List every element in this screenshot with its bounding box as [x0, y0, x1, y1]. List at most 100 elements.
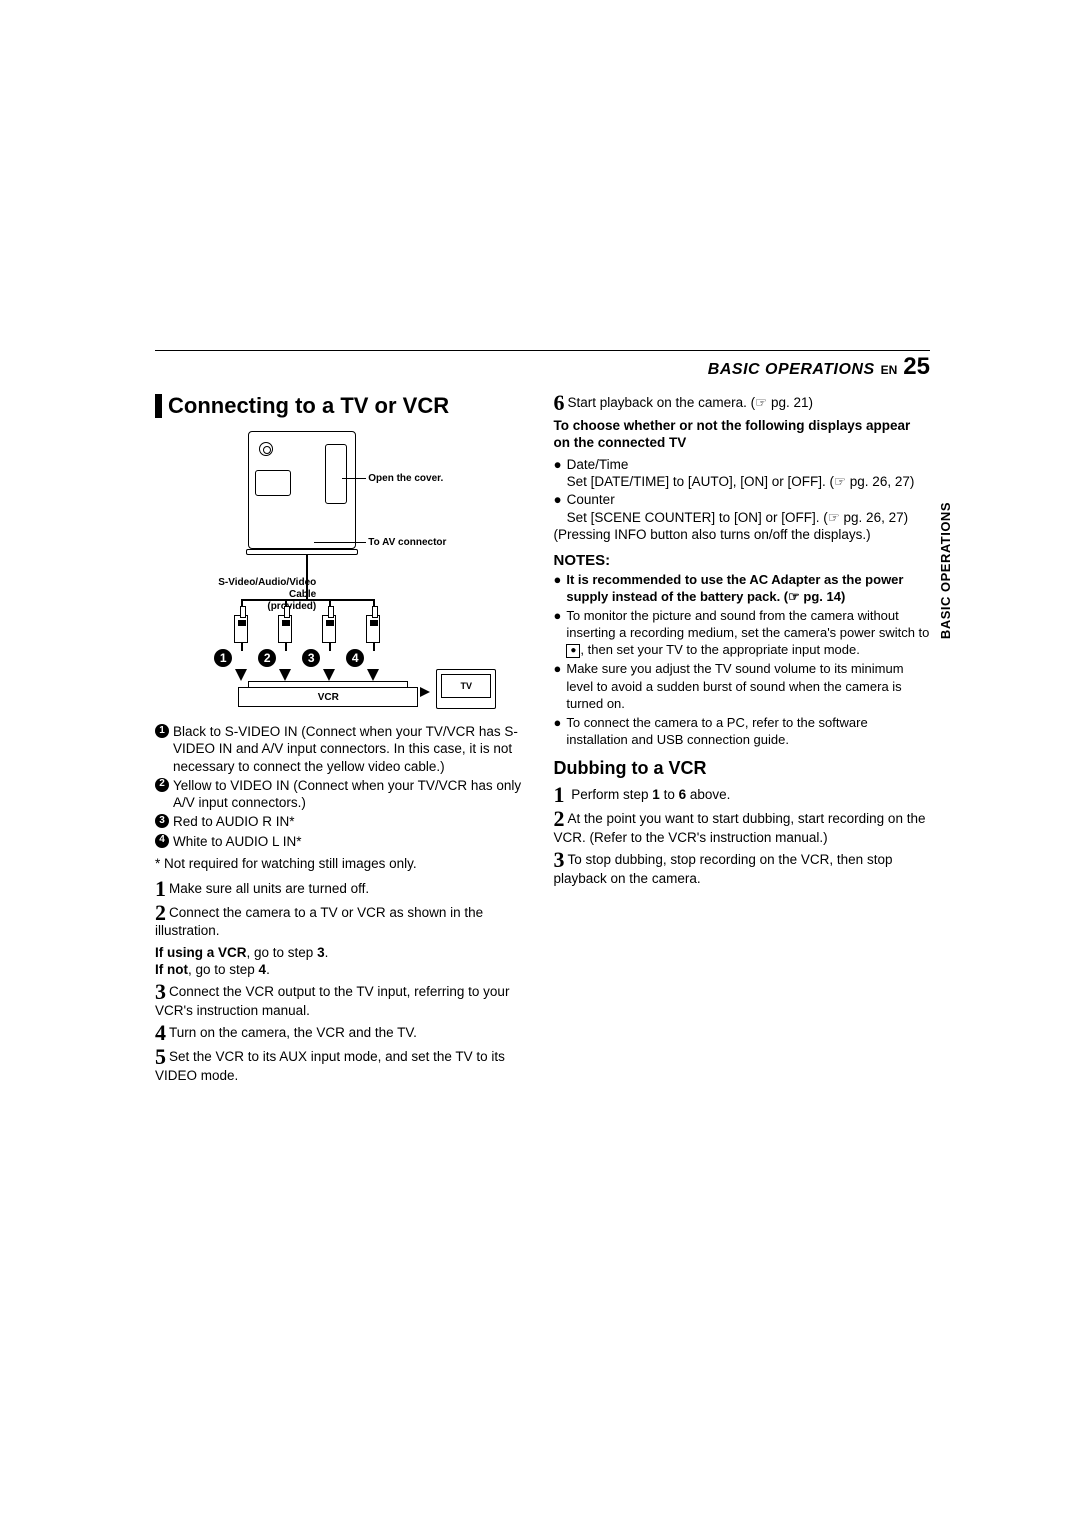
step-item: 4Turn on the camera, the VCR and the TV. — [155, 1023, 532, 1043]
list-item: ● Make sure you adjust the TV sound volu… — [554, 660, 931, 711]
legend-num-icon: 1 — [155, 724, 169, 738]
plug-icon — [234, 615, 248, 643]
side-tab: BASIC OPERATIONS — [938, 502, 953, 639]
step-item: 3To stop dubbing, stop recording on the … — [554, 850, 931, 887]
footnote: * Not required for watching still images… — [155, 856, 532, 871]
label-cable-3: (provided) — [186, 601, 316, 613]
vcr-label: VCR — [318, 692, 339, 703]
page-header: BASIC OPERATIONS EN 25 — [155, 353, 930, 381]
arrow-right-icon — [420, 687, 430, 697]
step-text: Connect the VCR output to the TV input, … — [155, 984, 509, 1018]
step-num: 6 — [554, 393, 565, 413]
step-text: To stop dubbing, stop recording on the V… — [554, 852, 893, 886]
note-text: It is recommended to use the AC Adapter … — [566, 571, 930, 605]
choice-body: Date/Time Set [DATE/TIME] to [AUTO], [ON… — [567, 456, 915, 491]
legend-text: Yellow to VIDEO IN (Connect when your TV… — [173, 777, 532, 812]
step-text: Make sure all units are turned off. — [169, 881, 369, 896]
step-item: 5Set the VCR to its AUX input mode, and … — [155, 1047, 532, 1084]
label-open-cover: Open the cover. — [368, 473, 443, 485]
legend-num-icon: 3 — [155, 814, 169, 828]
diagram-num-4: 4 — [346, 649, 364, 667]
right-column: 6Start playback on the camera. (☞ pg. 21… — [554, 393, 931, 1088]
arrow-down-icon — [235, 669, 247, 681]
arrow-down-icon — [279, 669, 291, 681]
step-item: 1 Perform step 1 to 6 above. — [554, 785, 931, 805]
notes-heading: NOTES: — [554, 552, 931, 569]
plug-icon — [366, 615, 380, 643]
bullet-icon: ● — [554, 491, 562, 526]
step-num: 2 — [155, 903, 166, 923]
left-column: Connecting to a TV or VCR Open the cover… — [155, 393, 532, 1088]
step-item: 1Make sure all units are turned off. — [155, 879, 532, 899]
label-cable-1: S-Video/Audio/Video — [186, 577, 316, 589]
step-num: 3 — [554, 850, 565, 870]
arrow-down-icon — [367, 669, 379, 681]
step-text: Start playback on the camera. (☞ pg. 21) — [568, 395, 813, 410]
diagram-num-3: 3 — [302, 649, 320, 667]
list-item: 2 Yellow to VIDEO IN (Connect when your … — [155, 777, 532, 812]
step-text: Connect the camera to a TV or VCR as sho… — [155, 905, 483, 939]
tv-box: TV — [436, 669, 496, 709]
notes-list: ● It is recommended to use the AC Adapte… — [554, 571, 931, 749]
list-item: 4 White to AUDIO L IN* — [155, 833, 532, 850]
legend-text: Red to AUDIO R IN* — [173, 813, 532, 830]
diagram-num-2: 2 — [258, 649, 276, 667]
list-item: ● To monitor the picture and sound from … — [554, 607, 931, 658]
step-item: 3Connect the VCR output to the TV input,… — [155, 982, 532, 1019]
step-num: 2 — [554, 809, 565, 829]
step-item: 2At the point you want to start dubbing,… — [554, 809, 931, 846]
label-to-av: To AV connector — [368, 537, 446, 549]
page-content: BASIC OPERATIONS EN 25 BASIC OPERATIONS … — [155, 350, 930, 1088]
bullet-icon: ● — [554, 571, 562, 605]
step-text: Turn on the camera, the VCR and the TV. — [169, 1025, 417, 1040]
list-item: ● Counter Set [SCENE COUNTER] to [ON] or… — [554, 491, 931, 526]
record-mode-icon: ● — [566, 644, 580, 658]
step-num: 1 — [554, 785, 565, 805]
step-num: 5 — [155, 1047, 166, 1067]
list-item: ● Date/Time Set [DATE/TIME] to [AUTO], [… — [554, 456, 931, 491]
note-text: To connect the camera to a PC, refer to … — [566, 714, 930, 748]
cable-legend: 1 Black to S-VIDEO IN (Connect when your… — [155, 723, 532, 850]
bullet-icon: ● — [554, 660, 562, 711]
list-item: 3 Red to AUDIO R IN* — [155, 813, 532, 830]
plug-icon — [322, 615, 336, 643]
choice-list: ● Date/Time Set [DATE/TIME] to [AUTO], [… — [554, 456, 931, 544]
page-number: 25 — [903, 353, 930, 381]
bullet-icon: ● — [554, 456, 562, 491]
arrow-down-icon — [323, 669, 335, 681]
header-rule — [155, 350, 930, 351]
plug-icon — [278, 615, 292, 643]
step-text: At the point you want to start dubbing, … — [554, 811, 926, 845]
section-name: BASIC OPERATIONS — [708, 361, 875, 379]
list-item: ● To connect the camera to a PC, refer t… — [554, 714, 931, 748]
choice-body: Counter Set [SCENE COUNTER] to [ON] or [… — [567, 491, 908, 526]
legend-num-icon: 2 — [155, 778, 169, 792]
dubbing-title: Dubbing to a VCR — [554, 758, 931, 779]
list-item: ● It is recommended to use the AC Adapte… — [554, 571, 931, 605]
info-line: (Pressing INFO button also turns on/off … — [554, 526, 931, 544]
title-bar-icon — [155, 394, 162, 418]
step-num: 4 — [155, 1023, 166, 1043]
legend-num-icon: 4 — [155, 834, 169, 848]
step-num: 1 — [155, 879, 166, 899]
vcr-box: VCR — [238, 687, 418, 707]
diagram-num-1: 1 — [214, 649, 232, 667]
step-item: 6Start playback on the camera. (☞ pg. 21… — [554, 393, 931, 413]
if-vcr-line: If using a VCR, go to step 3. If not, go… — [155, 944, 532, 979]
title-text: Connecting to a TV or VCR — [168, 393, 449, 419]
list-item: 1 Black to S-VIDEO IN (Connect when your… — [155, 723, 532, 775]
choose-heading: To choose whether or not the following d… — [554, 417, 931, 452]
camera-body-icon — [248, 431, 356, 549]
connection-diagram: Open the cover. To AV connector S-Video/… — [188, 429, 498, 709]
step-num: 3 — [155, 982, 166, 1002]
note-text: To monitor the picture and sound from th… — [566, 607, 930, 658]
step-item: 2Connect the camera to a TV or VCR as sh… — [155, 903, 532, 940]
note-text: Make sure you adjust the TV sound volume… — [566, 660, 930, 711]
lang-code: EN — [881, 363, 898, 377]
step-text: Perform step 1 to 6 above. — [571, 787, 730, 802]
bullet-icon: ● — [554, 714, 562, 748]
main-title: Connecting to a TV or VCR — [155, 393, 532, 419]
legend-text: Black to S-VIDEO IN (Connect when your T… — [173, 723, 532, 775]
tv-label: TV — [460, 681, 472, 691]
step-text: Set the VCR to its AUX input mode, and s… — [155, 1049, 505, 1083]
